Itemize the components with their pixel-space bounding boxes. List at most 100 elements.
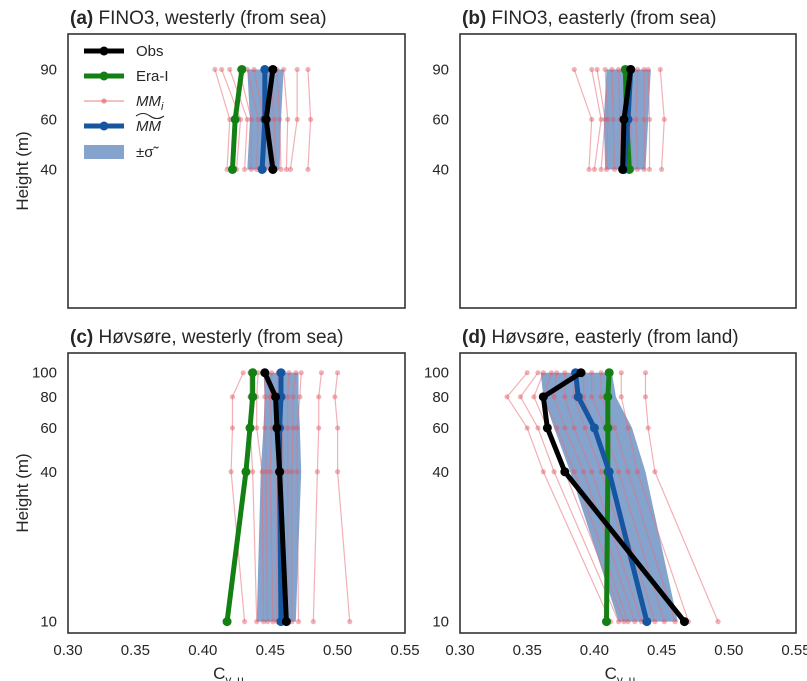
legend-label: MM xyxy=(136,118,161,135)
mm-point xyxy=(535,370,541,376)
panel-letter: (b) xyxy=(462,8,486,29)
mm-mean-series-point xyxy=(604,467,614,477)
y-tick-label: 60 xyxy=(40,420,57,437)
mm-point xyxy=(551,469,557,475)
y-tick-label: 80 xyxy=(40,389,57,406)
mm-member-11 xyxy=(618,370,692,625)
obs-series-point xyxy=(618,164,628,174)
mm-mean-series-point xyxy=(260,64,270,74)
era-series-point xyxy=(604,368,614,378)
mm-point xyxy=(634,166,641,173)
mm-point xyxy=(289,469,295,475)
mm-point xyxy=(634,66,641,73)
mm-point xyxy=(260,619,267,625)
panel-title-text: FINO3, westerly (from sea) xyxy=(93,8,326,29)
mm-point xyxy=(271,116,277,123)
mm-point xyxy=(633,116,639,123)
mm-point xyxy=(661,116,667,123)
mm-line xyxy=(289,69,298,170)
mm-point xyxy=(240,370,246,376)
legend-item-mm: MMi xyxy=(84,93,164,113)
mm-line xyxy=(635,69,639,170)
legend-item-mm_mean: MM xyxy=(84,112,165,135)
era-series-point xyxy=(603,392,613,402)
mm-point xyxy=(554,425,560,431)
x-tick-label: 0.40 xyxy=(188,642,217,659)
mm-member-12 xyxy=(305,66,314,173)
mm-member-8 xyxy=(285,370,292,625)
mm-point xyxy=(540,469,546,475)
panel-letter: (d) xyxy=(462,327,486,348)
mm-point xyxy=(591,166,598,173)
mm-point xyxy=(285,394,291,400)
mm-point xyxy=(241,166,248,173)
mm-point xyxy=(297,394,303,400)
mm-member-2 xyxy=(517,370,622,625)
y-axis-label: Height (m) xyxy=(13,453,32,532)
mm-point xyxy=(632,619,638,625)
mm-point xyxy=(517,394,524,400)
x-axis-label-subscript: v, u xyxy=(617,673,635,681)
mm-point xyxy=(594,66,600,73)
x-tick-label: 0.45 xyxy=(647,642,676,659)
mm-point xyxy=(305,166,311,173)
y-tick-label: 100 xyxy=(424,365,449,382)
era-series xyxy=(222,368,258,627)
era-series-line xyxy=(224,370,256,625)
mm-mean-series-point xyxy=(642,617,652,627)
x-tick-label: 0.55 xyxy=(781,642,807,659)
mm-point xyxy=(285,116,291,123)
mm-point xyxy=(602,116,608,123)
mm-point xyxy=(571,469,577,475)
mm-point xyxy=(267,469,273,475)
mm-point xyxy=(318,370,325,376)
mm-point xyxy=(611,425,618,431)
legend-label: Era-I xyxy=(136,68,169,85)
mm-point xyxy=(335,425,341,431)
mm-point xyxy=(294,425,300,431)
era-series-point xyxy=(227,164,237,174)
mm-member-10 xyxy=(281,66,291,173)
mm-member-12 xyxy=(642,370,721,625)
mm-point xyxy=(618,394,624,400)
obs-series-point xyxy=(538,392,548,402)
mm-point xyxy=(548,370,554,376)
y-tick-label: 90 xyxy=(40,61,57,78)
panel-letter: (c) xyxy=(70,327,93,348)
mm-point xyxy=(571,66,577,73)
y-tick-label: 40 xyxy=(40,464,57,481)
mm-point xyxy=(615,619,622,625)
mm-point xyxy=(571,425,577,431)
mm-line xyxy=(611,69,616,170)
legend-tilde xyxy=(135,112,165,120)
mm-member-5 xyxy=(609,66,618,173)
mm-point xyxy=(229,394,236,400)
mm-mean-series-point xyxy=(257,164,267,174)
mm-line xyxy=(647,69,651,170)
era-series-point xyxy=(248,368,258,378)
mm-line xyxy=(291,372,297,622)
x-tick-label: 0.55 xyxy=(390,642,419,659)
mm-mean-series-point xyxy=(573,392,583,402)
panel-title: (c) Høvsøre, westerly (from sea) xyxy=(70,327,343,348)
mm-point xyxy=(645,66,651,73)
mm-point xyxy=(625,619,631,625)
mm-point xyxy=(277,116,283,123)
mm-point xyxy=(308,116,314,123)
x-tick-label: 0.40 xyxy=(580,642,609,659)
mm-point xyxy=(641,166,647,173)
mm-point xyxy=(621,619,627,625)
y-tick-label: 100 xyxy=(32,365,57,382)
obs-series xyxy=(260,368,291,627)
x-tick-label: 0.30 xyxy=(53,642,82,659)
mm-point xyxy=(262,425,268,431)
mm-member-11 xyxy=(287,66,300,173)
mm-point xyxy=(347,619,353,625)
legend-label: MMi xyxy=(136,93,164,113)
legend-marker xyxy=(99,121,109,131)
mm-point xyxy=(551,394,557,400)
axes-frame xyxy=(67,352,406,634)
mm-point xyxy=(316,425,322,431)
mm-point xyxy=(672,619,678,625)
